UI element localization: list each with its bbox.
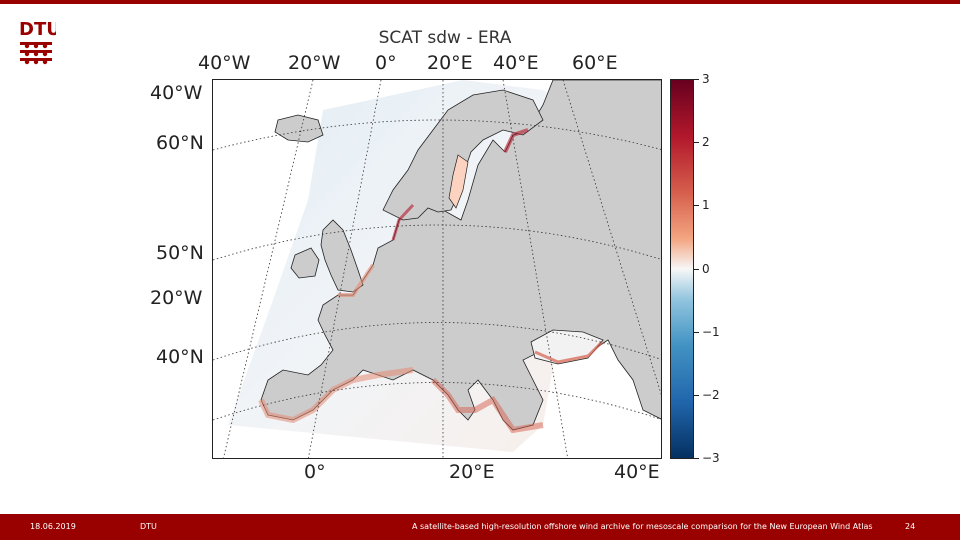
bottom-lon-label: 0° bbox=[304, 461, 326, 483]
colorbar-tick-label: 0 bbox=[702, 261, 710, 276]
graticule bbox=[213, 80, 661, 458]
footer-bar: 18.06.2019 DTU A satellite-based high-re… bbox=[0, 514, 960, 540]
top-lon-label: 0° bbox=[375, 52, 397, 74]
colorbar-tick-label: −2 bbox=[702, 387, 720, 402]
figure-title: SCAT sdw - ERA bbox=[378, 28, 512, 48]
top-lon-label: 20°W bbox=[288, 52, 341, 74]
top-accent-bar bbox=[0, 0, 960, 4]
colorbar-tick-label: −3 bbox=[702, 451, 720, 465]
left-grid-label: 40°W bbox=[150, 82, 203, 104]
colorbar-tick-label: 2 bbox=[702, 135, 710, 150]
colorbar-tick bbox=[694, 458, 699, 459]
footer-page-number: 24 bbox=[905, 522, 916, 531]
top-lon-label: 40°E bbox=[493, 52, 539, 74]
left-grid-label: 50°N bbox=[156, 242, 204, 264]
bottom-lon-label: 40°E bbox=[614, 461, 660, 483]
colorbar-tick bbox=[694, 394, 699, 396]
footer-date: 18.06.2019 bbox=[30, 522, 76, 531]
colorbar-tick-label: −1 bbox=[702, 324, 720, 339]
baltic-sea bbox=[448, 154, 469, 209]
map-canvas bbox=[213, 80, 661, 458]
bottom-lon-label: 20°E bbox=[449, 461, 495, 483]
top-lon-label: 20°E bbox=[427, 52, 473, 74]
footer-presentation-title: A satellite-based high-resolution offsho… bbox=[412, 522, 873, 531]
land-iceland bbox=[274, 114, 324, 143]
footer-org: DTU bbox=[140, 522, 157, 531]
left-grid-label: 40°N bbox=[156, 346, 204, 368]
colorbar-tick bbox=[694, 331, 699, 333]
colorbar-tick bbox=[694, 205, 699, 207]
colorbar bbox=[670, 79, 694, 459]
logo-text: DTU bbox=[19, 19, 56, 40]
colorbar-tick-label: 1 bbox=[702, 198, 710, 213]
colorbar-tick bbox=[694, 142, 699, 144]
top-lon-label: 40°W bbox=[198, 52, 251, 74]
colorbar-tick bbox=[694, 79, 699, 80]
dtu-logo: DTU bbox=[19, 19, 56, 65]
colorbar-tick-label: 3 bbox=[702, 72, 710, 86]
land-ireland bbox=[290, 247, 320, 279]
top-lon-label: 60°E bbox=[572, 52, 618, 74]
left-grid-label: 20°W bbox=[150, 287, 203, 309]
left-grid-label: 60°N bbox=[156, 132, 204, 154]
europe-difference-map bbox=[212, 79, 662, 459]
colorbar-tick bbox=[694, 268, 699, 270]
